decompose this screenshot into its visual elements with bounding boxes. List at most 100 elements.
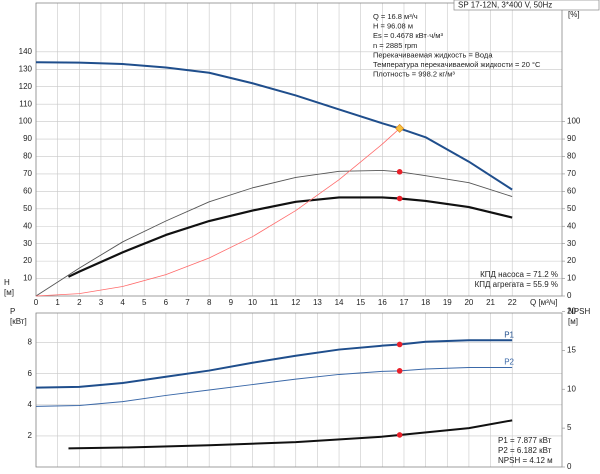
- y-tick-label: 4: [28, 400, 33, 409]
- x-tick-label: 9: [229, 298, 234, 307]
- y2-tick-label: 90: [567, 134, 576, 143]
- y2-tick-label: 60: [567, 186, 576, 195]
- x-tick-label: 6: [164, 298, 169, 307]
- marker: [396, 432, 403, 438]
- x-tick-label: 5: [142, 298, 147, 307]
- plot-frame: [35, 2, 563, 297]
- marker: [396, 368, 403, 374]
- x-tick-label: 18: [421, 298, 430, 307]
- y-axis-label: P: [10, 307, 15, 316]
- y-tick-label: 20: [23, 256, 32, 265]
- x-tick-label: 3: [99, 298, 104, 307]
- x-axis-label: Q [м³/ч]: [530, 298, 557, 307]
- curve: [68, 419, 513, 450]
- x-tick-label: 22: [508, 298, 517, 307]
- marker: [395, 123, 405, 133]
- y-tick-label: 8: [28, 338, 33, 347]
- y-tick-label: 2: [28, 431, 33, 440]
- marker: [396, 195, 403, 202]
- plot-frame: [35, 312, 563, 468]
- curve: [35, 366, 513, 407]
- note: P2 = 6.182 кВт: [498, 446, 552, 455]
- y2-tick-label: 10: [567, 274, 576, 283]
- info-line: Плотность = 998.2 кг/м³: [373, 70, 455, 79]
- plot-area: [36, 3, 562, 296]
- y2-tick-label: 5: [567, 423, 572, 432]
- y-tick-label: 100: [19, 117, 33, 126]
- y-tick-label: 120: [19, 82, 33, 91]
- x-tick-label: 10: [248, 298, 257, 307]
- y-axis-label: [м]: [4, 288, 14, 297]
- chart-title: SP 17-12N, 3*400 V, 50Hz: [458, 1, 552, 10]
- y-axis-label: [кВт]: [10, 317, 27, 326]
- y-tick-label: 80: [23, 152, 32, 161]
- curve: [35, 339, 513, 389]
- info-line: H = 96.08 м: [373, 22, 413, 31]
- x-tick-label: 13: [313, 298, 322, 307]
- x-tick-label: 14: [335, 298, 344, 307]
- info-line: Q = 16.8 м³/ч: [373, 12, 418, 21]
- x-tick-label: 12: [291, 298, 300, 307]
- y2-tick-label: 40: [567, 221, 576, 230]
- plot-area: [36, 313, 562, 467]
- curve: [35, 128, 400, 297]
- y2-tick-label: 100: [567, 117, 581, 126]
- y2-tick-label: 10: [567, 384, 576, 393]
- x-tick-label: 8: [207, 298, 212, 307]
- curve: [35, 61, 513, 191]
- y2-tick-label: 0: [567, 291, 572, 300]
- marker: [396, 341, 403, 348]
- curve: [67, 196, 513, 278]
- y2-axis-label: [%]: [568, 10, 580, 19]
- curve: [35, 169, 513, 297]
- y-tick-label: 90: [23, 134, 32, 143]
- y-tick-label: 60: [23, 186, 32, 195]
- y2-tick-label: 70: [567, 169, 576, 178]
- note: КПД агрегата = 55.9 %: [475, 280, 558, 289]
- y-tick-label: 50: [23, 204, 32, 213]
- curve-label: P2: [504, 358, 514, 367]
- info-line: Перекачиваемая жидкость = Вода: [373, 50, 493, 59]
- y2-tick-label: 30: [567, 239, 576, 248]
- x-tick-label: 11: [270, 298, 279, 307]
- info-line: Температура перекачиваемой жидкости = 20…: [373, 60, 541, 69]
- y2-tick-label: 15: [567, 345, 576, 354]
- y-tick-label: 130: [19, 64, 33, 73]
- x-tick-label: 0: [34, 298, 39, 307]
- x-tick-label: 1: [55, 298, 60, 307]
- x-tick-label: 7: [185, 298, 190, 307]
- info-line: n = 2885 rpm: [373, 41, 417, 50]
- y2-axis-label: NPSH: [568, 307, 590, 316]
- info-line: Es = 0.4678 кВт·ч/м³: [373, 31, 443, 40]
- y2-tick-label: 0: [567, 462, 572, 471]
- note: КПД насоса = 71.2 %: [480, 270, 558, 279]
- marker: [396, 169, 403, 175]
- y2-tick-label: 20: [567, 256, 576, 265]
- x-tick-label: 16: [378, 298, 387, 307]
- y2-tick-label: 50: [567, 204, 576, 213]
- title-box: [453, 0, 600, 11]
- note: NPSH = 4.12 м: [498, 456, 553, 465]
- x-tick-label: 19: [443, 298, 452, 307]
- x-tick-label: 2: [77, 298, 82, 307]
- x-tick-label: 21: [486, 298, 495, 307]
- y-tick-label: 30: [23, 239, 32, 248]
- y-tick-label: 10: [23, 274, 32, 283]
- y-tick-label: 140: [19, 47, 33, 56]
- y-tick-label: 40: [23, 221, 32, 230]
- y2-tick-label: 20: [567, 307, 576, 316]
- y-tick-label: 70: [23, 169, 32, 178]
- curve-label: P1: [504, 330, 514, 339]
- x-tick-label: 17: [400, 298, 409, 307]
- x-tick-label: 4: [120, 298, 125, 307]
- y-tick-label: 110: [19, 99, 32, 108]
- note: P1 = 7.877 кВт: [498, 436, 552, 445]
- y2-tick-label: 80: [567, 152, 576, 161]
- y-tick-label: 6: [28, 369, 33, 378]
- y2-axis-label: [м]: [568, 317, 578, 326]
- x-tick-label: 15: [356, 298, 365, 307]
- y-axis-label: H: [4, 278, 10, 287]
- x-tick-label: 20: [464, 298, 473, 307]
